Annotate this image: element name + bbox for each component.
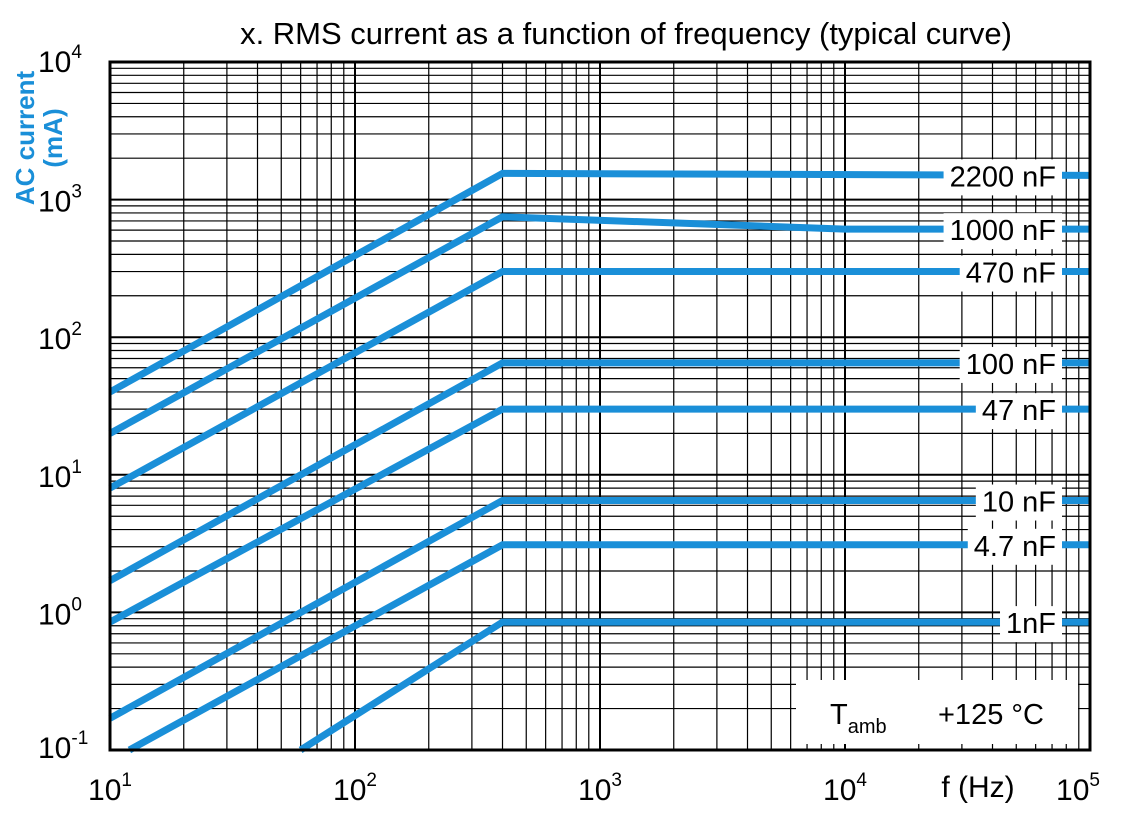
y-tick-base: 10 [38,323,71,356]
y-tick-label: 104 [38,42,82,79]
plot-frame [108,60,1092,752]
y-axis-label-group: AC current (mA) [10,70,68,205]
y-tick-base: 10 [38,732,71,765]
series-line [127,541,1090,754]
series-line [298,618,1090,753]
y-tick-exponent: 0 [71,594,82,615]
x-tick-base: 10 [578,774,611,807]
series-label: 47 nF [975,393,1062,430]
y-axis-label: AC current [10,70,40,205]
chart-title: x. RMS current as a function of frequenc… [240,16,1012,51]
series-label-text: 1nF [1006,608,1056,640]
temperature-annotation: Tamb +125 °C [796,680,1078,744]
x-tick-label: 101 [88,770,132,807]
y-tick-base: 10 [38,46,71,79]
series-label-bg [975,484,1062,521]
x-tick-label: 105 [1056,770,1100,807]
series-label-text: 1000 nF [950,215,1056,247]
series-label: 10 nF [975,484,1062,521]
x-tick-exponent: 1 [121,770,132,791]
x-tick-exponent: 5 [1089,770,1100,791]
series-label-bg [943,159,1062,196]
y-tick-label: 10-1 [38,728,88,765]
x-tick-exponent: 2 [366,770,377,791]
y-tick-exponent: 1 [71,457,82,478]
x-tick-exponent: 4 [856,770,867,791]
x-tick-base: 10 [823,774,856,807]
x-tick-base: 10 [88,774,121,807]
series-label-text: 470 nF [966,258,1056,290]
y-tick-label: 102 [38,319,82,356]
y-tick-label: 103 [38,182,82,219]
series-label: 2200 nF [943,159,1062,196]
y-axis-unit: (mA) [38,108,68,167]
y-tick-exponent: -1 [71,728,88,749]
series-label-bg [1000,606,1062,643]
series-label-bg [967,528,1062,565]
series-label-text: 4.7 nF [974,531,1056,563]
series-label: 1000 nF [943,213,1062,250]
series-label-text: 2200 nF [950,161,1056,193]
y-tick-exponent: 3 [71,182,82,203]
series-label-text: 10 nF [982,487,1056,519]
y-tick-label: 100 [38,594,82,631]
y-tick-exponent: 4 [71,42,82,63]
series-line [108,497,1090,722]
series-label: 100 nF [959,346,1062,383]
series-line [108,359,1090,584]
y-tick-base: 10 [38,598,71,631]
annotation-value: +125 °C [938,699,1044,731]
series-label-bg [943,213,1062,250]
series-line [108,169,1091,396]
x-tick-base: 10 [1056,774,1089,807]
x-axis-label-bg [926,762,1028,802]
annotation-box [796,680,1078,744]
x-tick-label: 102 [333,770,377,807]
series-label: 1nF [1000,606,1062,643]
y-tick-base: 10 [38,186,71,219]
x-tick-base: 10 [333,774,366,807]
series-line [108,405,1090,626]
series-label-text: 100 nF [966,349,1056,381]
series-label-layer: 2200 nF 1000 nF 470 nF 100 nF 47 nF 10 nF 4.7 … [943,159,1062,643]
series-line [108,268,1090,492]
annotation-subscript: amb [848,716,887,738]
annotation-symbol: T [830,699,848,731]
y-tick-label: 101 [38,457,82,494]
series-label-bg [959,346,1062,383]
series-label-bg [959,255,1062,292]
series-label-bg [975,393,1062,430]
y-tick-exponent: 2 [71,319,82,340]
x-axis-label-group: f (Hz) [926,762,1028,804]
x-tick-labels: 101 102 103 104 105 [88,770,1100,807]
series-label: 4.7 nF [967,528,1062,565]
series-label-text: 47 nF [982,395,1056,427]
x-tick-label: 103 [578,770,622,807]
series-label: 470 nF [959,255,1062,292]
annotation-label: Tamb [830,699,887,738]
x-axis-label: f (Hz) [941,771,1014,804]
y-tick-base: 10 [38,461,71,494]
x-tick-label: 104 [823,770,867,807]
x-tick-exponent: 3 [611,770,622,791]
